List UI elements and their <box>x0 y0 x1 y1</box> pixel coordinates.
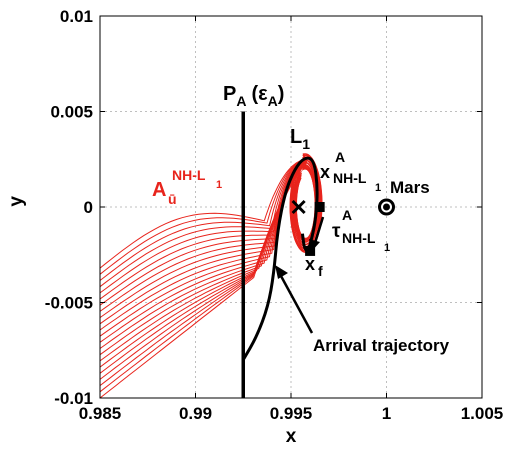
manifold-tubes <box>99 153 323 399</box>
x-axis-label: x <box>286 426 297 447</box>
mars-label: Mars <box>390 178 430 197</box>
manifold-tube <box>99 162 317 386</box>
square-marker <box>305 245 316 256</box>
square-marker <box>314 202 325 212</box>
y-tick-label: 0 <box>84 198 93 217</box>
l1-marker-stroke <box>291 199 306 215</box>
x-nh-l1-label: xA NH-L1 <box>320 149 381 194</box>
mars-marker <box>378 198 395 216</box>
y-tick-label: -0.01 <box>54 389 93 408</box>
manifold-tube <box>99 161 319 356</box>
x-tick-label: 0.99 <box>179 404 212 423</box>
y-tick-label: 0.01 <box>60 7 93 26</box>
point-markers <box>291 198 395 256</box>
y-tick-label: -0.005 <box>45 294 93 313</box>
y-axis-label: y <box>6 196 27 207</box>
arrival-arrow <box>275 265 314 334</box>
mars-dot <box>383 203 390 211</box>
section-label: PA (εA) <box>223 83 284 109</box>
axis-ticks: 0.985 0.99 0.995 1 1.005 -0.01 -0.005 0 0.005 0.0… <box>45 7 503 423</box>
manifold-tube <box>99 162 319 399</box>
arrival-trajectory-label: Arrival trajectory <box>313 336 450 355</box>
manifold-tube <box>99 158 320 349</box>
x-tick-label: 1.005 <box>461 404 504 423</box>
tau-arrow <box>309 216 325 252</box>
manifold-tube <box>99 154 323 337</box>
tau-label: τA NH-L1 <box>332 207 390 254</box>
x-tick-label: 1 <box>382 404 391 423</box>
x-tick-label: 0.985 <box>79 404 122 423</box>
l1-marker <box>291 199 306 215</box>
manifold-tube <box>99 162 318 393</box>
x-tick-label: 0.995 <box>270 404 313 423</box>
l1-label: L1 <box>290 126 310 152</box>
y-tick-label: 0.005 <box>50 103 93 122</box>
